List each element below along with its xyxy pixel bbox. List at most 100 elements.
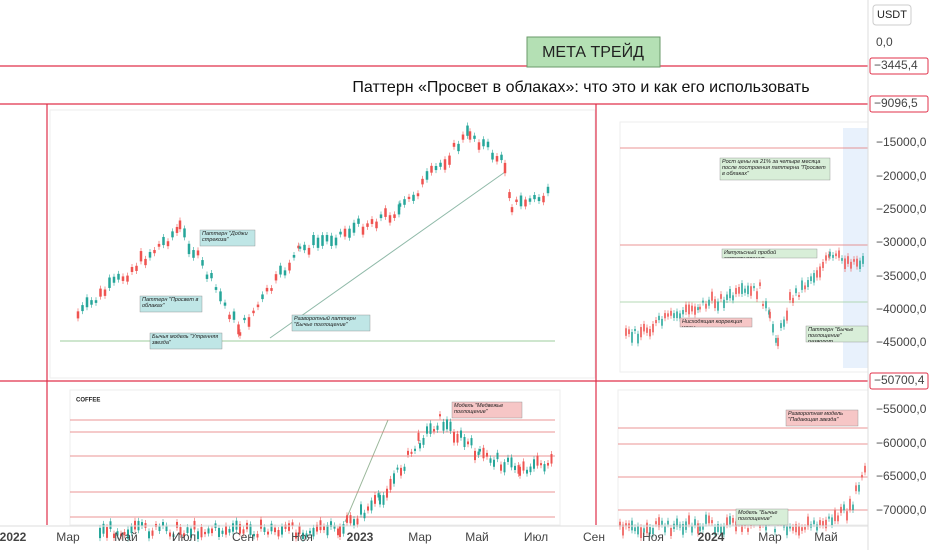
candle (468, 131, 472, 140)
candle (90, 300, 93, 305)
candle (192, 250, 195, 258)
candle (625, 328, 627, 336)
candle (196, 250, 200, 256)
candle (685, 304, 687, 313)
candle (705, 514, 707, 524)
candle (116, 531, 119, 536)
candle (183, 533, 185, 537)
candle (412, 194, 415, 201)
candle (172, 534, 175, 538)
candle (822, 261, 824, 268)
x-tick-label: Мар (56, 530, 80, 544)
candle (780, 323, 782, 329)
y-tick-label: −60000,0 (876, 436, 927, 450)
candle (134, 520, 136, 530)
candle (211, 528, 213, 534)
candle (205, 274, 209, 279)
candle (759, 522, 761, 528)
candle (699, 526, 701, 532)
candle (477, 142, 481, 150)
candle (847, 256, 849, 264)
candle (127, 529, 129, 539)
candle (640, 527, 642, 538)
candle (637, 525, 639, 535)
candle (515, 199, 518, 203)
candle (864, 465, 866, 473)
candle (433, 429, 435, 432)
candle (461, 134, 465, 140)
candle (658, 517, 660, 528)
candle (197, 531, 199, 540)
candle (670, 528, 672, 536)
y-tick-label: −65000,0 (876, 469, 927, 483)
candle (729, 516, 731, 525)
candle (855, 485, 857, 492)
annotation-text: Модель "Медвежье поглощение" (454, 403, 504, 415)
candle (832, 254, 834, 258)
candle (838, 250, 840, 258)
candle (305, 533, 308, 537)
price-label: −3445,4 (874, 58, 918, 72)
candle (439, 414, 441, 417)
x-tick-label: Сен (583, 530, 605, 544)
candle (646, 327, 648, 333)
candle (419, 443, 421, 449)
candle (179, 527, 182, 535)
annotation: Паттерн "Бычье поглощение" разворот (808, 327, 854, 342)
candle (507, 457, 509, 462)
candle (813, 273, 815, 283)
candle (374, 495, 376, 504)
candle (166, 241, 170, 247)
candle (510, 207, 514, 213)
candle (777, 337, 779, 347)
candle (717, 301, 719, 311)
candle (783, 319, 785, 327)
candle (400, 467, 402, 476)
candle (106, 527, 108, 538)
y-tick-label: 0,0 (876, 35, 893, 49)
candle (819, 520, 821, 526)
candle (261, 294, 264, 300)
candle (407, 196, 411, 200)
candle (356, 518, 359, 525)
candle (319, 520, 322, 531)
candle (388, 215, 392, 223)
annotation-text: Нисходящая коррекция цены (682, 319, 743, 327)
candle (81, 305, 84, 312)
candle (386, 488, 388, 498)
candle (835, 253, 837, 257)
candle (298, 525, 301, 534)
annotation: Импульсный пробой сопротивления (724, 250, 776, 258)
candle (631, 332, 633, 343)
candle (798, 294, 800, 297)
candle (379, 495, 381, 505)
candle (330, 521, 332, 527)
candle (121, 276, 125, 281)
candle (135, 265, 138, 271)
annotation-box (199, 229, 256, 247)
candle (841, 258, 843, 261)
candle (807, 516, 809, 527)
candle (422, 437, 425, 445)
candle (853, 259, 855, 262)
candle (270, 523, 273, 532)
candle (103, 289, 107, 296)
candle (218, 528, 220, 537)
candle (528, 198, 532, 202)
candle (508, 192, 511, 199)
annotation-text: Паттерн "Бычье поглощение" разворот (808, 327, 854, 342)
candle (655, 521, 657, 525)
annotation-box (719, 157, 831, 181)
candle (377, 493, 380, 498)
candle (543, 464, 546, 472)
annotation: Паттерн "Просвет в облаках" (142, 297, 198, 309)
candle (302, 532, 304, 540)
candle (744, 288, 746, 293)
candle (316, 237, 320, 248)
candle (323, 526, 325, 531)
candle (834, 510, 836, 522)
annotation-box (291, 314, 371, 332)
candle (813, 520, 815, 525)
candle (491, 152, 494, 160)
candle (309, 530, 311, 534)
